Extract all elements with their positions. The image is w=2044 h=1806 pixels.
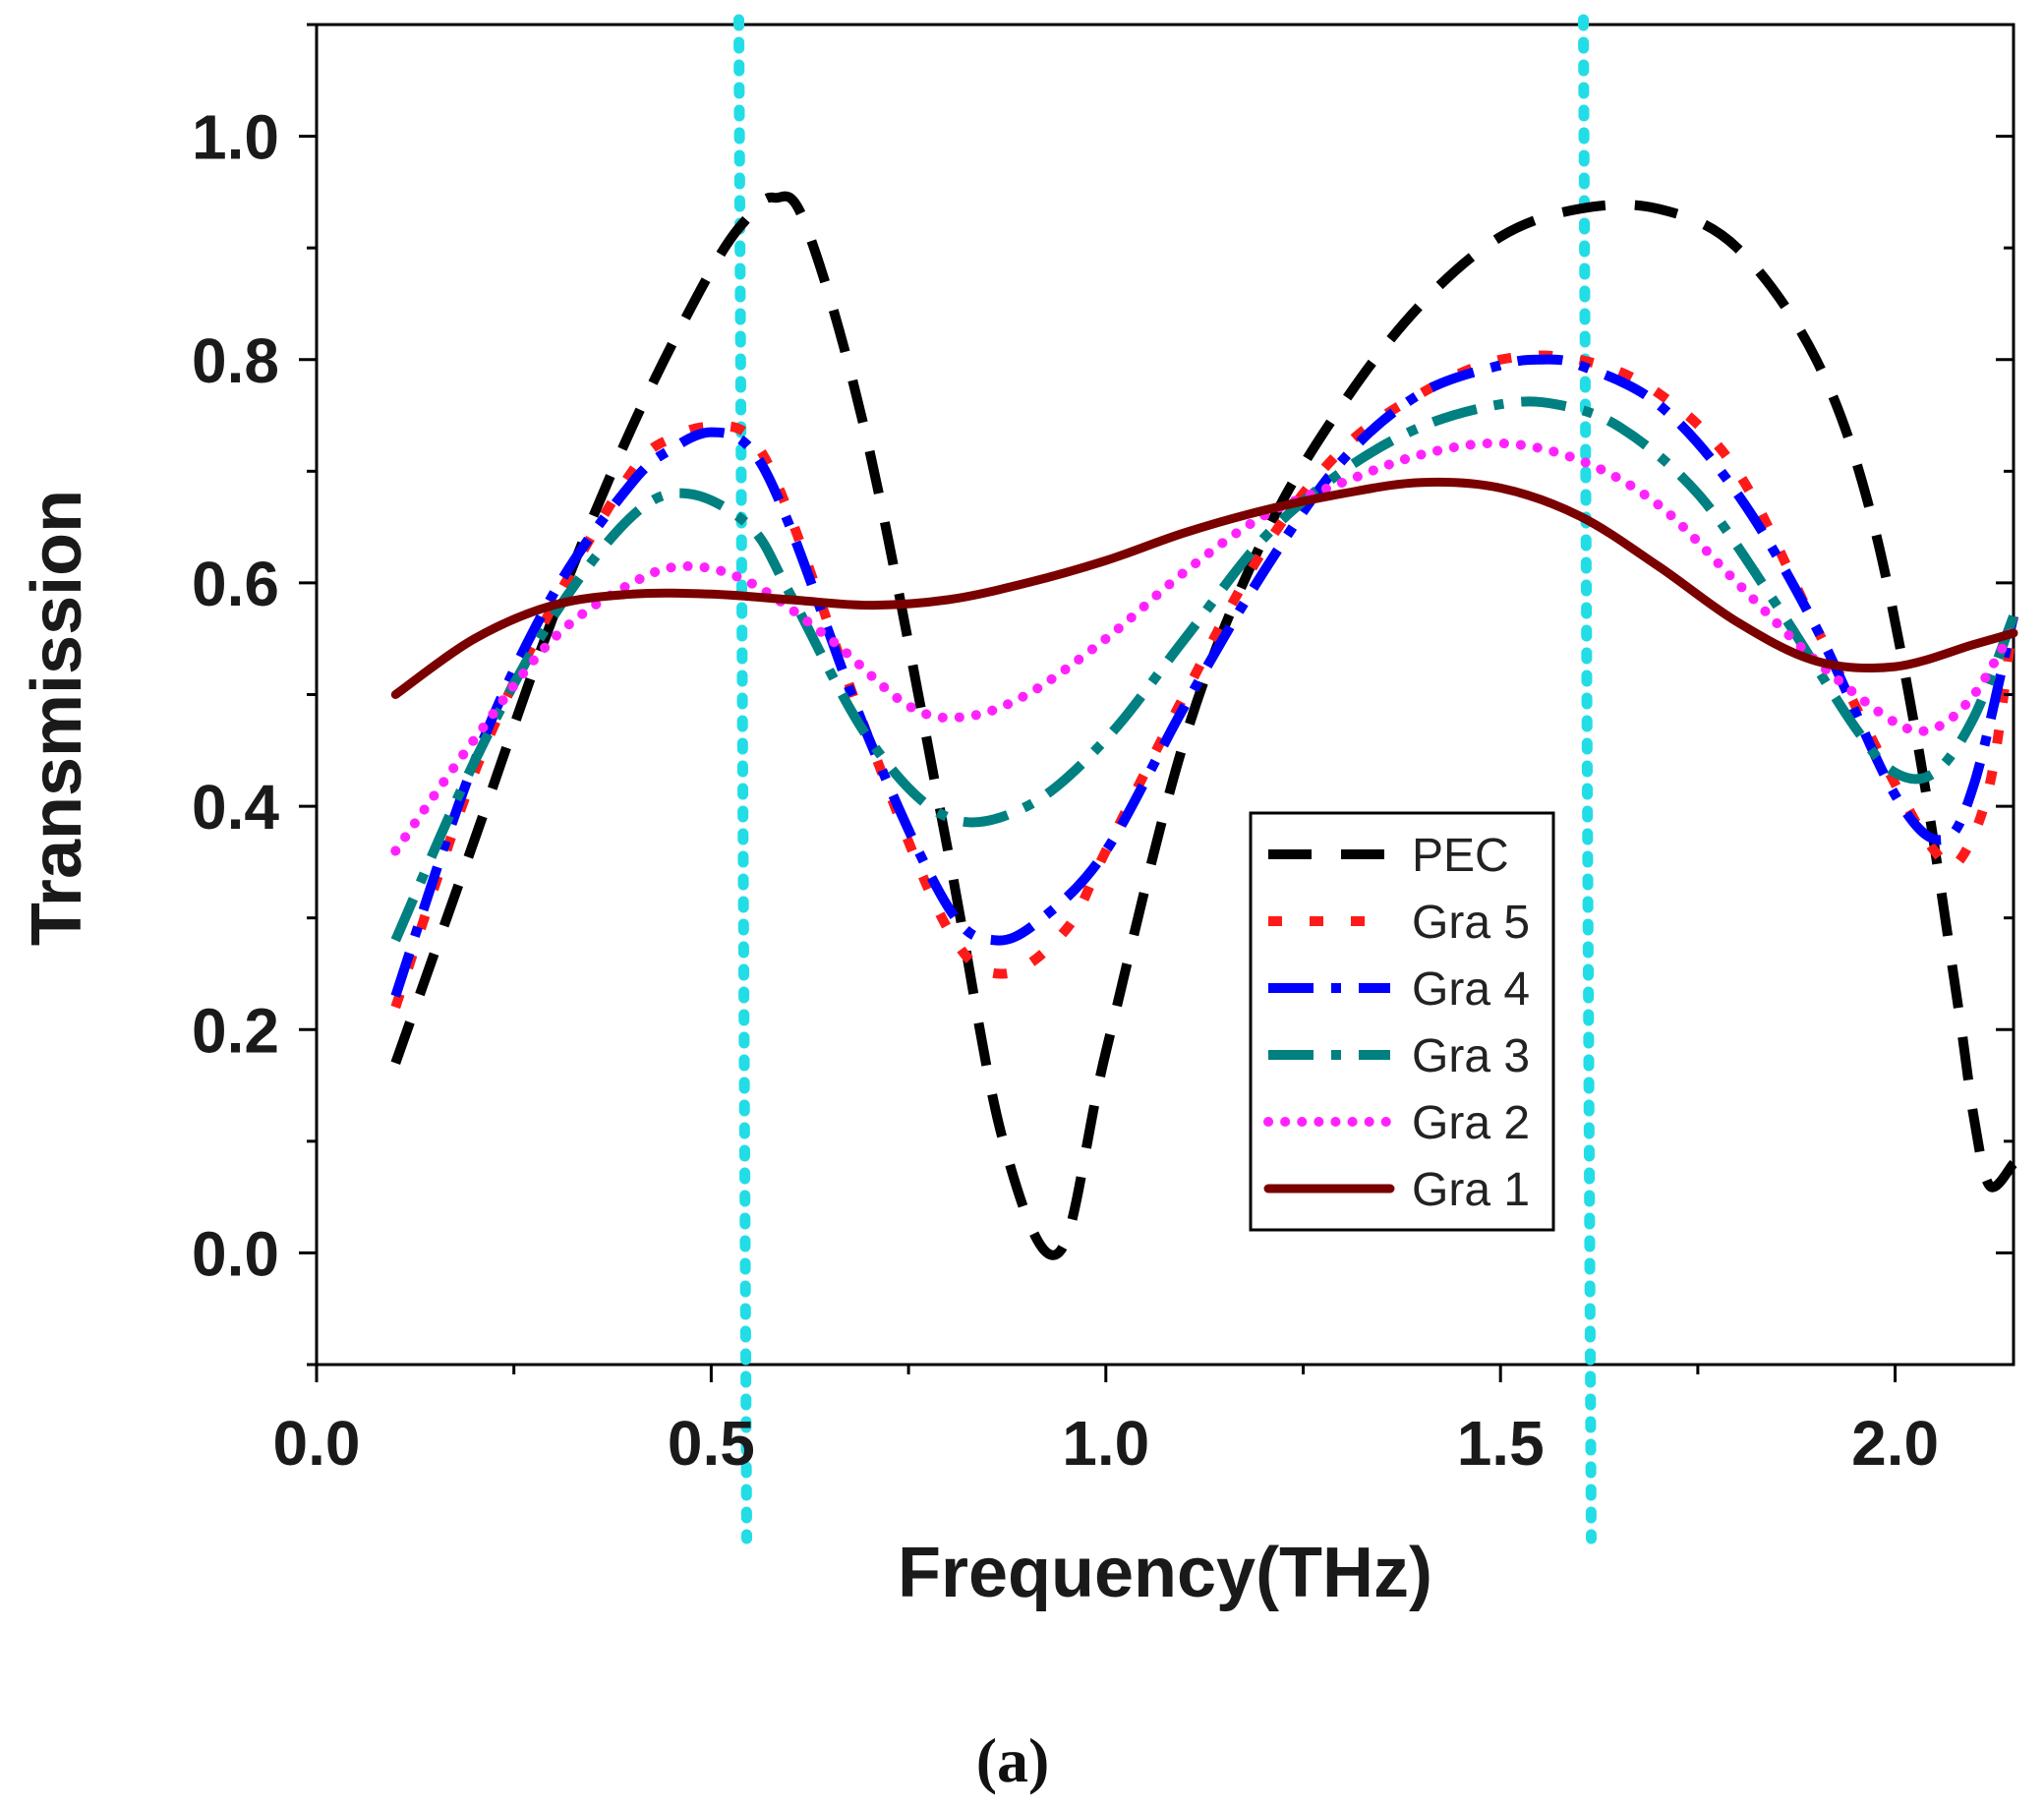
y-axis-title: Transmission (18, 490, 96, 946)
legend-label-gra-3: Gra 3 (1412, 1030, 1530, 1082)
reference-line-2 (1577, 14, 1597, 1544)
x-tick-label: 1.0 (1062, 1408, 1149, 1479)
y-tick-label: 0.6 (192, 549, 279, 619)
plot-area-border (315, 23, 2015, 1367)
y-tick-label: 0.2 (192, 995, 279, 1066)
axis-ticks (299, 23, 2014, 1382)
x-tick-label: 2.0 (1851, 1408, 1939, 1479)
series-line-gra-1 (390, 477, 2018, 699)
series-lines (390, 191, 2018, 1260)
plot-frame (315, 23, 2015, 1367)
y-tick-label: 0.4 (192, 772, 279, 843)
reference-lines (733, 14, 1597, 1544)
legend-label-pec: PEC (1412, 830, 1509, 882)
x-tick-label: 0.0 (273, 1408, 361, 1479)
x-tick-label: 1.5 (1457, 1408, 1545, 1479)
x-axis-title: Frequency(THz) (898, 1534, 1432, 1612)
series-line-pec (390, 191, 2017, 1260)
panel-label: (a) (976, 1725, 1050, 1795)
legend-label-gra-5: Gra 5 (1412, 897, 1530, 949)
series-line-gra-3 (390, 396, 2018, 943)
legend: PEC Gra 5 Gra 4 Gra 3 Gra 2 Gra 1 (1249, 811, 1555, 1232)
legend-label-gra-4: Gra 4 (1412, 963, 1530, 1016)
legend-label-gra-2: Gra 2 (1412, 1097, 1530, 1149)
y-tick-label: 0.0 (192, 1218, 279, 1289)
legend-label-gra-1: Gra 1 (1412, 1164, 1530, 1216)
series-line-gra-2 (390, 437, 2018, 856)
series-line-gra-5 (390, 350, 2018, 1010)
x-tick-label: 0.5 (668, 1408, 755, 1479)
reference-line-1 (733, 14, 753, 1544)
y-tick-label: 1.0 (192, 102, 279, 173)
tick-labels: 0.0 0.5 1.0 1.5 2.0 0.0 0.2 0.4 0.6 0.8 1.0 (192, 102, 1939, 1479)
series-line-gra-4 (390, 354, 2018, 998)
legend-box (1249, 811, 1555, 1232)
y-tick-label: 0.8 (192, 325, 279, 396)
